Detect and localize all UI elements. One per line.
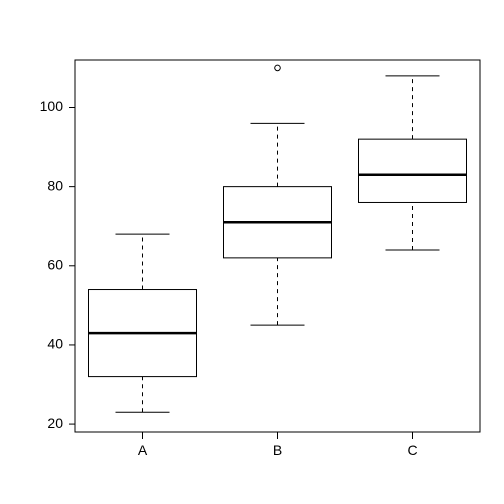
x-tick-label: A [138,442,148,458]
y-tick-label: 60 [47,256,63,272]
box [359,139,467,202]
x-tick-label: B [273,442,282,458]
outlier-point [275,65,281,71]
y-tick-label: 80 [47,177,63,193]
boxplot-chart: 20 40 60 80 100 A B C [0,0,504,504]
y-tick-label: 20 [47,415,63,431]
y-tick-label: 100 [40,98,64,114]
y-tick-label: 40 [47,336,63,352]
x-tick-label: C [407,442,417,458]
